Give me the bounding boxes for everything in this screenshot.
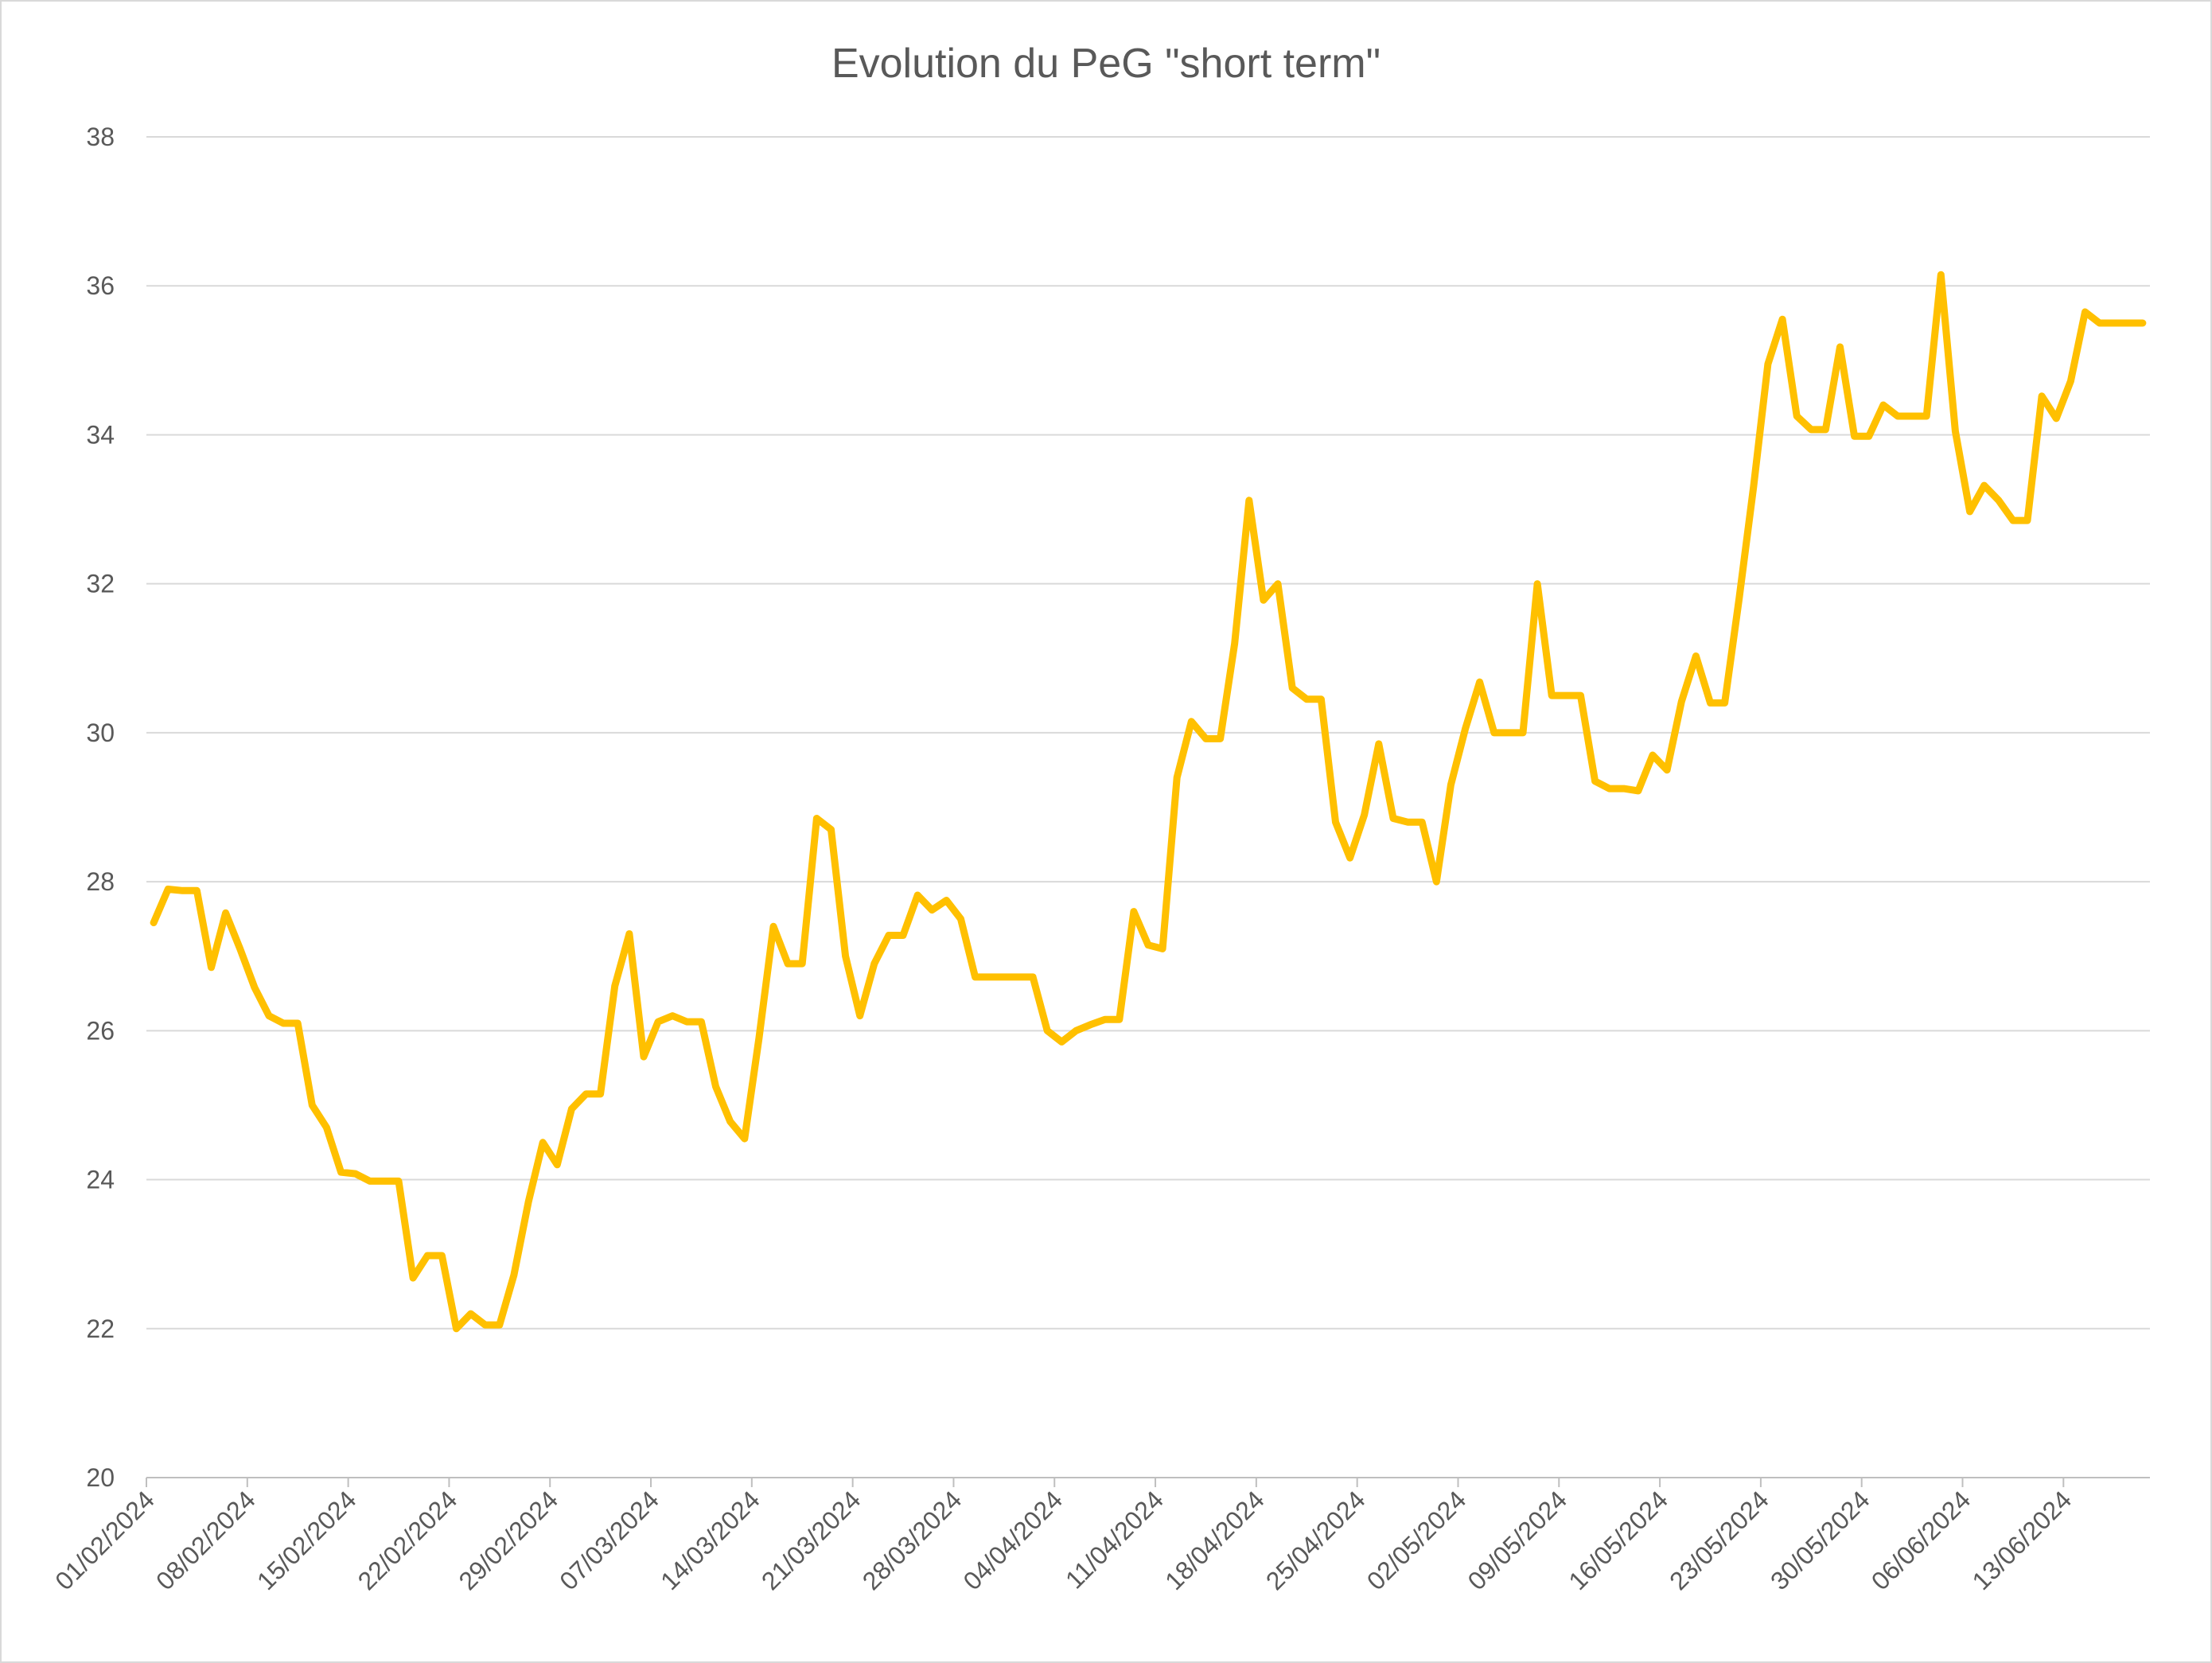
x-tick-label: 23/05/2024 [1664, 1485, 1774, 1595]
y-axis-ticks: 20 22 24 26 28 30 32 34 36 38 [86, 123, 115, 1492]
series-line-0 [150, 271, 2147, 1333]
x-tick-label: 14/03/2024 [655, 1485, 765, 1595]
x-tick-label: 29/02/2024 [453, 1485, 563, 1595]
y-tick-label: 20 [86, 1463, 115, 1492]
x-tick-label: 25/04/2024 [1260, 1485, 1371, 1595]
chart-title: Evolution du PeG "short term" [831, 41, 1381, 87]
y-tick-label: 28 [86, 867, 115, 896]
x-tick-label: 02/05/2024 [1361, 1485, 1472, 1595]
y-tick-label: 38 [86, 123, 115, 151]
x-tick-label: 30/05/2024 [1765, 1485, 1875, 1595]
x-tick-label: 18/04/2024 [1159, 1485, 1270, 1595]
x-tick-label: 11/04/2024 [1060, 1485, 1169, 1594]
x-tick-label: 09/05/2024 [1462, 1485, 1573, 1595]
x-tick-label: 07/03/2024 [554, 1485, 664, 1595]
y-tick-label: 22 [86, 1314, 115, 1343]
x-tick-label: 22/02/2024 [352, 1485, 463, 1595]
x-tick-label: 21/03/2024 [756, 1485, 866, 1595]
y-tick-label: 34 [86, 420, 115, 449]
x-tick-label: 28/03/2024 [857, 1485, 968, 1595]
y-tick-label: 26 [86, 1016, 115, 1045]
x-tick-label: 13/06/2024 [1967, 1485, 2078, 1595]
x-axis: 01/02/202408/02/202415/02/202422/02/2024… [49, 1477, 2150, 1595]
x-tick-label: 06/06/2024 [1866, 1485, 1976, 1595]
y-tick-label: 36 [86, 271, 115, 300]
y-tick-label: 24 [86, 1166, 115, 1194]
x-tick-label: 16/05/2024 [1563, 1485, 1673, 1595]
x-tick-label: 01/02/2024 [49, 1485, 160, 1595]
y-tick-label: 32 [86, 570, 115, 598]
series-layer [150, 271, 2147, 1333]
y-tick-label: 30 [86, 719, 115, 747]
x-tick-label: 04/04/2024 [957, 1485, 1068, 1595]
x-tick-label: 15/02/2024 [251, 1485, 362, 1595]
gridlines [146, 136, 2150, 1330]
x-tick-label: 08/02/2024 [150, 1485, 261, 1595]
